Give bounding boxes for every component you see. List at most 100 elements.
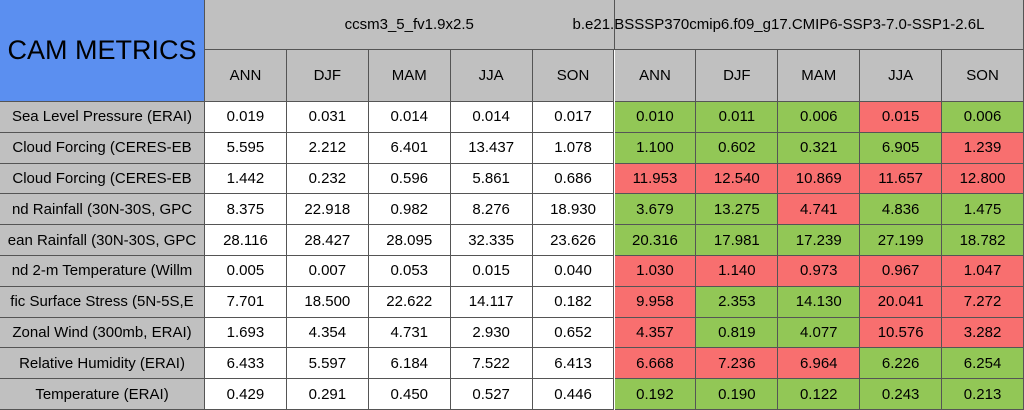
- value-cell: 8.276: [450, 194, 533, 226]
- value-cell: 5.597: [286, 348, 369, 380]
- value-cell: 4.731: [368, 317, 451, 349]
- value-cell: 0.122: [778, 379, 861, 410]
- value-cell: 6.668: [614, 348, 697, 380]
- value-cell: 28.427: [286, 225, 369, 256]
- value-cell: 0.982: [368, 194, 451, 226]
- value-cell: 10.869: [778, 163, 861, 195]
- value-cell: 0.190: [696, 379, 779, 410]
- value-cell: 0.015: [450, 256, 533, 287]
- value-cell: 0.017: [532, 102, 615, 133]
- value-cell: 0.819: [696, 317, 779, 349]
- value-cell: 7.522: [450, 348, 533, 380]
- value-cell: 6.413: [532, 348, 615, 380]
- title-cell: CAM METRICS: [0, 0, 205, 102]
- value-cell: 0.014: [368, 102, 451, 133]
- value-cell: 0.006: [778, 102, 861, 133]
- row-label: Cloud Forcing (CERES-EB: [0, 132, 205, 164]
- value-cell: 32.335: [450, 225, 533, 256]
- value-cell: 1.078: [532, 132, 615, 164]
- value-cell: 1.442: [205, 163, 287, 195]
- value-cell: 4.741: [778, 194, 861, 226]
- value-cell: 6.401: [368, 132, 451, 164]
- value-cell: 0.967: [860, 256, 943, 287]
- value-cell: 0.015: [860, 102, 943, 133]
- row-label: fic Surface Stress (5N-5S,E: [0, 286, 205, 318]
- value-cell: 12.540: [696, 163, 779, 195]
- value-cell: 0.321: [778, 132, 861, 164]
- value-cell: 0.019: [205, 102, 287, 133]
- value-cell: 0.040: [532, 256, 615, 287]
- value-cell: 7.272: [942, 286, 1024, 318]
- case-name: b.e21.BSSSP370cmip6.f09_g17.CMIP6-SSP3-7…: [572, 16, 985, 33]
- value-cell: 0.213: [942, 379, 1024, 410]
- season-header: DJF: [286, 50, 369, 102]
- value-cell: 10.576: [860, 317, 943, 349]
- value-cell: 5.861: [450, 163, 533, 195]
- value-cell: 27.199: [860, 225, 943, 256]
- value-cell: 0.596: [368, 163, 451, 195]
- value-cell: 0.243: [860, 379, 943, 410]
- value-cell: 2.353: [696, 286, 779, 318]
- value-cell: 17.239: [778, 225, 861, 256]
- value-cell: 22.918: [286, 194, 369, 226]
- value-cell: 3.282: [942, 317, 1024, 349]
- value-cell: 0.527: [450, 379, 533, 410]
- value-cell: 0.652: [532, 317, 615, 349]
- row-label: Cloud Forcing (CERES-EB: [0, 163, 205, 195]
- value-cell: 23.626: [532, 225, 615, 256]
- row-label: nd 2-m Temperature (Willm: [0, 256, 205, 287]
- row-label: Temperature (ERAI): [0, 379, 205, 410]
- value-cell: 1.140: [696, 256, 779, 287]
- case-header: ccsm3_5_fv1.9x2.5: [205, 0, 615, 50]
- value-cell: 2.930: [450, 317, 533, 349]
- value-cell: 6.905: [860, 132, 943, 164]
- value-cell: 1.475: [942, 194, 1024, 226]
- value-cell: 1.047: [942, 256, 1024, 287]
- value-cell: 4.836: [860, 194, 943, 226]
- row-label: Zonal Wind (300mb, ERAI): [0, 317, 205, 349]
- value-cell: 13.275: [696, 194, 779, 226]
- value-cell: 0.011: [696, 102, 779, 133]
- value-cell: 12.800: [942, 163, 1024, 195]
- case-header: b.e21.BSSSP370cmip6.f09_g17.CMIP6-SSP3-7…: [573, 0, 1024, 50]
- value-cell: 0.031: [286, 102, 369, 133]
- value-cell: 0.602: [696, 132, 779, 164]
- value-cell: 0.192: [614, 379, 697, 410]
- value-cell: 0.446: [532, 379, 615, 410]
- season-header: SON: [942, 50, 1024, 102]
- season-header: MAM: [778, 50, 861, 102]
- season-header: JJA: [450, 50, 533, 102]
- value-cell: 0.007: [286, 256, 369, 287]
- row-label: ean Rainfall (30N-30S, GPC: [0, 225, 205, 256]
- value-cell: 0.686: [532, 163, 615, 195]
- value-cell: 6.964: [778, 348, 861, 380]
- value-cell: 18.500: [286, 286, 369, 318]
- value-cell: 14.130: [778, 286, 861, 318]
- season-header: SON: [532, 50, 615, 102]
- value-cell: 11.657: [860, 163, 943, 195]
- value-cell: 7.701: [205, 286, 287, 318]
- value-cell: 4.077: [778, 317, 861, 349]
- row-label: Sea Level Pressure (ERAI): [0, 102, 205, 133]
- value-cell: 1.030: [614, 256, 697, 287]
- value-cell: 6.226: [860, 348, 943, 380]
- value-cell: 14.117: [450, 286, 533, 318]
- value-cell: 20.316: [614, 225, 697, 256]
- value-cell: 18.782: [942, 225, 1024, 256]
- value-cell: 5.595: [205, 132, 287, 164]
- value-cell: 8.375: [205, 194, 287, 226]
- value-cell: 9.958: [614, 286, 697, 318]
- season-header: ANN: [614, 50, 697, 102]
- value-cell: 22.622: [368, 286, 451, 318]
- value-cell: 28.116: [205, 225, 287, 256]
- season-header: ANN: [205, 50, 287, 102]
- value-cell: 13.437: [450, 132, 533, 164]
- value-cell: 0.450: [368, 379, 451, 410]
- value-cell: 11.953: [614, 163, 697, 195]
- value-cell: 0.005: [205, 256, 287, 287]
- value-cell: 28.095: [368, 225, 451, 256]
- row-label: Relative Humidity (ERAI): [0, 348, 205, 380]
- value-cell: 7.236: [696, 348, 779, 380]
